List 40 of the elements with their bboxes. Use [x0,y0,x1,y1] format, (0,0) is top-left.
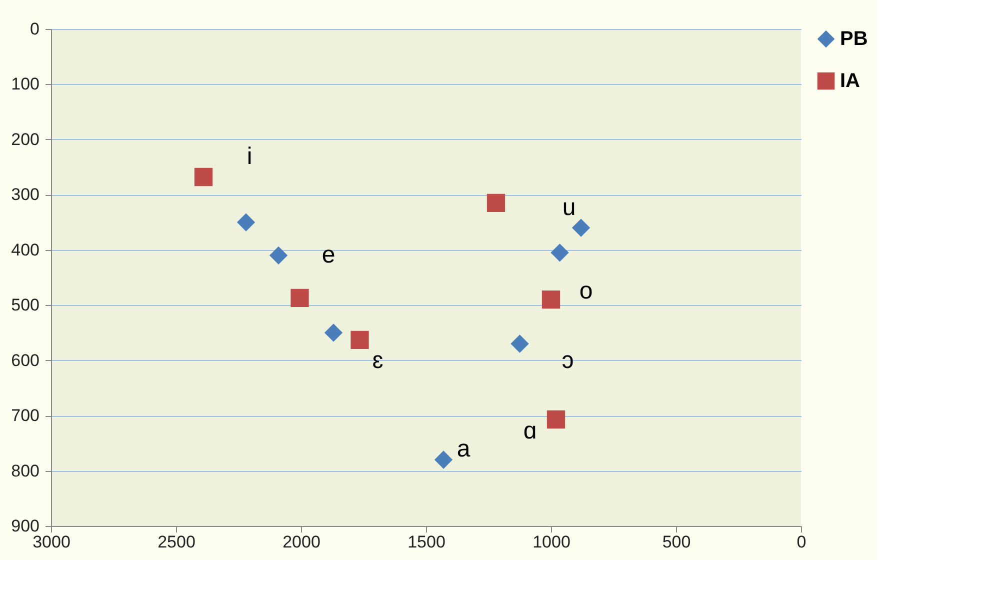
point [550,244,569,262]
annotation: o [579,278,593,305]
annotation: ɔ [562,346,574,374]
x-tick-label: 500 [662,532,691,552]
annotation: ɑ [523,417,537,444]
y-tick-label: 0 [30,20,40,38]
point [290,288,309,308]
y-tick-label: 100 [11,74,40,94]
annotation: u [562,194,576,221]
y-tick-label: 800 [11,461,40,480]
y-tick-label: 200 [11,130,40,149]
y-tick-label: 600 [11,350,40,370]
point [486,194,506,212]
annotation: ɛ [372,346,384,374]
x-tick-label: 2000 [282,532,320,552]
point [236,213,256,232]
x-tick-label: 1000 [532,532,570,552]
point [194,168,213,186]
x-tick-label: 0 [796,532,806,552]
point [269,246,288,264]
legend-label: PB [840,28,868,50]
y-tick-label: 500 [11,296,40,315]
annotation: i [246,142,252,170]
point [324,324,343,342]
y-tick-label: 700 [11,406,40,426]
x-tick-label: 2500 [158,532,196,552]
legend-label: IA [840,70,860,92]
point [542,290,560,309]
x-tick-label: 3000 [32,532,70,552]
point [572,218,590,237]
y-tick-label: 300 [11,185,40,204]
point [350,330,369,349]
annotation: e [322,241,336,268]
annotation: a [456,436,471,463]
y-tick-label: 400 [11,240,40,260]
point [434,450,453,469]
point [546,410,566,429]
point [510,334,529,353]
x-tick-label: 1500 [408,532,446,552]
y-tick-label: 900 [11,516,40,536]
